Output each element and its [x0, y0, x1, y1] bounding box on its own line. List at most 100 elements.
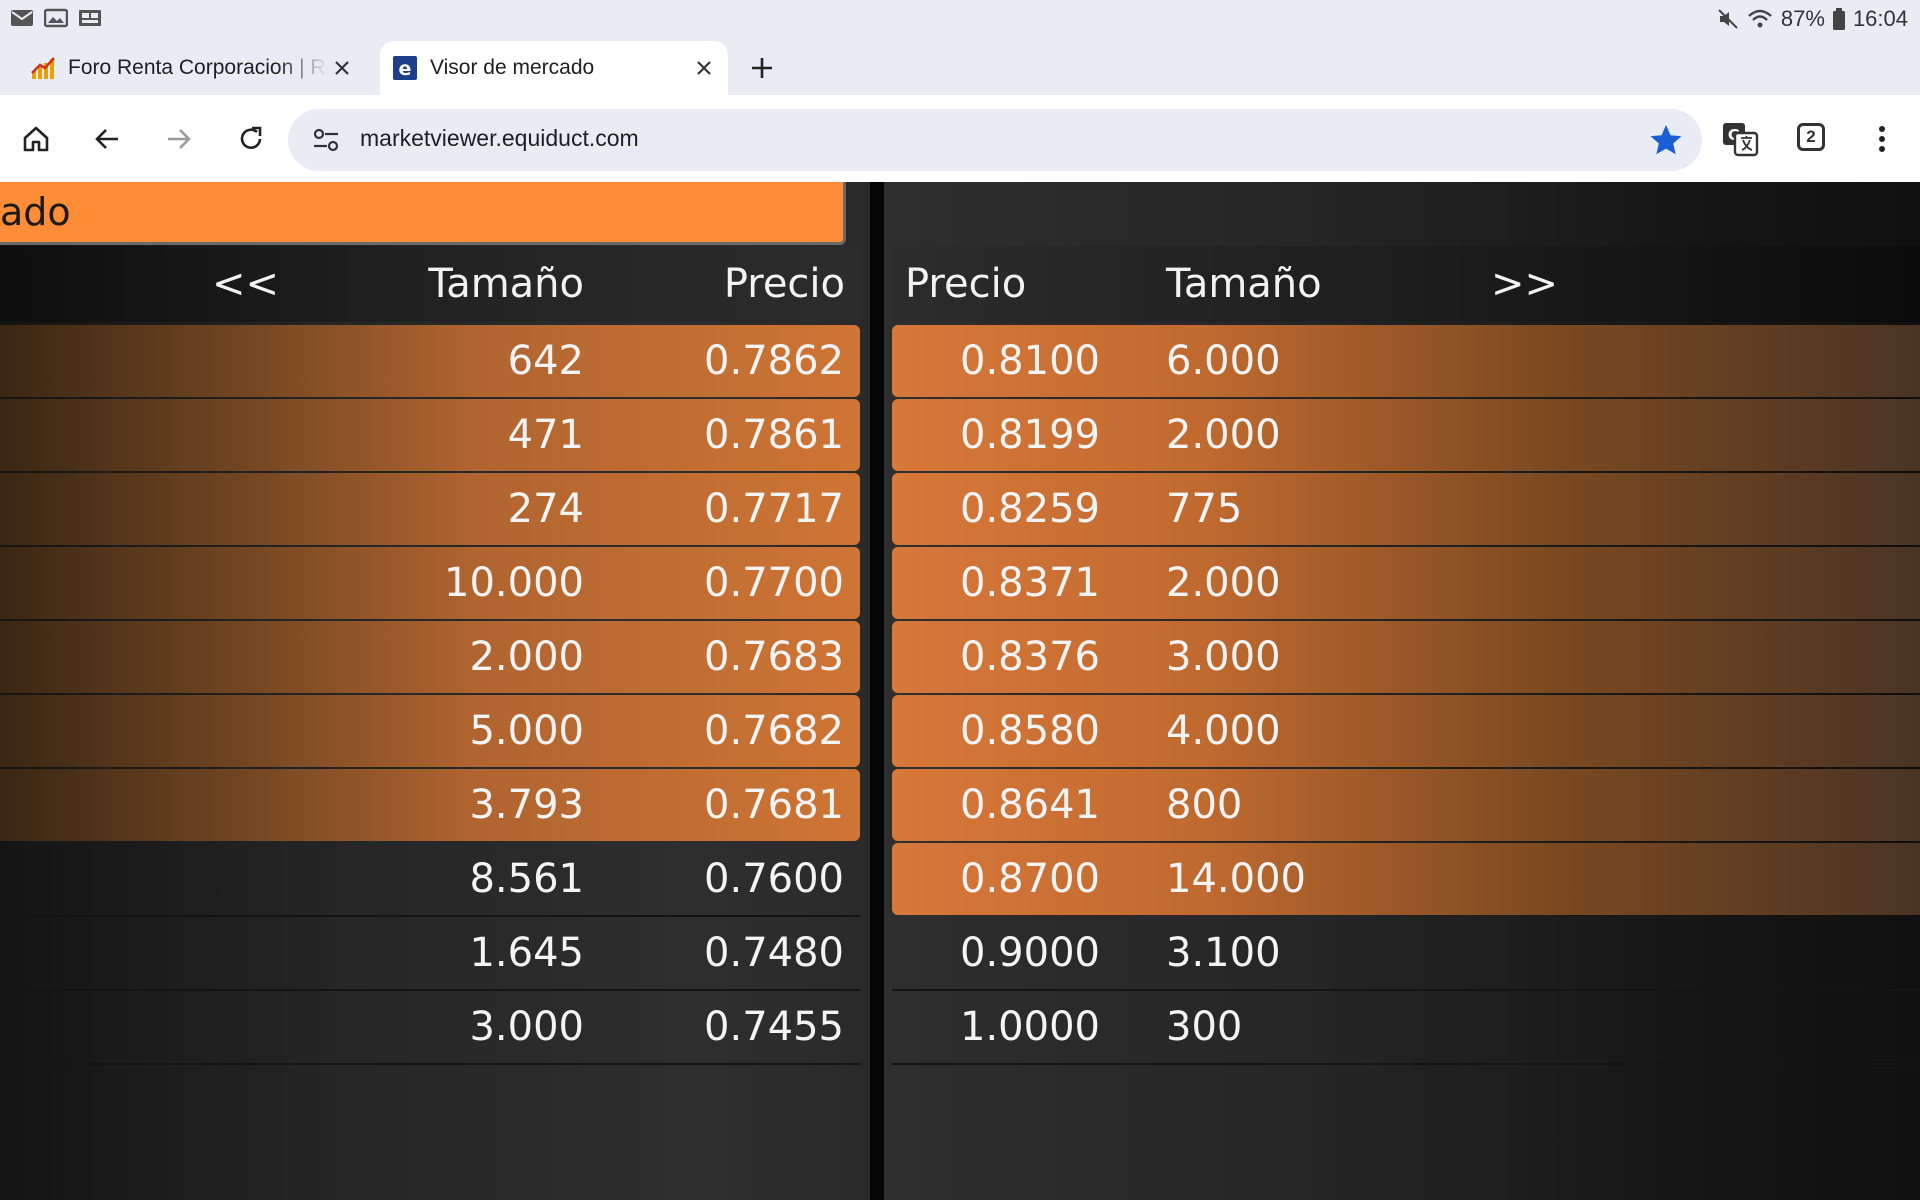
tab-visor-de-mercado[interactable]: e Visor de mercado	[380, 41, 728, 95]
ask-row[interactable]: 0.8700 14.000	[892, 843, 1920, 915]
chart-favicon-icon	[30, 55, 56, 81]
gallery-icon	[78, 8, 102, 28]
bid-size-header[interactable]: Tamaño	[428, 261, 584, 307]
ask-price: 0.8700	[960, 856, 1100, 902]
e-favicon-icon: e	[392, 55, 418, 81]
clock: 16:04	[1852, 6, 1908, 31]
bid-price: 0.7455	[704, 1004, 844, 1050]
translate-icon: G	[1723, 123, 1759, 157]
bid-price: 0.7683	[704, 634, 844, 680]
bid-row[interactable]: 274 0.7717	[0, 473, 860, 545]
ask-size: 800	[1166, 782, 1243, 828]
tab-title: Visor de mercado	[430, 56, 595, 79]
close-icon[interactable]	[690, 54, 718, 82]
mute-icon	[1717, 8, 1739, 30]
bid-price: 0.7700	[704, 560, 844, 606]
banner-text: ado	[0, 190, 71, 234]
bookmark-star-icon[interactable]	[1648, 122, 1684, 158]
ask-price: 0.8580	[960, 708, 1100, 754]
translate-button[interactable]: G	[1718, 117, 1762, 161]
bid-size: 3.793	[469, 782, 584, 828]
bid-row[interactable]: 471 0.7861	[0, 399, 860, 471]
bid-size: 10.000	[444, 560, 584, 606]
bid-row[interactable]: 3.000 0.7455	[0, 991, 860, 1063]
ask-price-header[interactable]: Precio	[905, 261, 1027, 307]
status-bar: 87% 16:04	[0, 0, 1920, 37]
bid-price: 0.7862	[704, 338, 844, 384]
bid-price: 0.7681	[704, 782, 844, 828]
tab-switcher-button[interactable]: 2	[1797, 123, 1825, 151]
ask-row[interactable]: 1.0000 300	[892, 991, 1920, 1063]
bid-price: 0.7682	[704, 708, 844, 754]
reload-button[interactable]	[229, 117, 273, 161]
bid-size: 2.000	[469, 634, 584, 680]
ask-price: 0.8371	[960, 560, 1100, 606]
bid-size: 471	[507, 412, 584, 458]
tab-title: Foro Renta Corporacion | Re	[68, 56, 328, 79]
bid-row[interactable]: 642 0.7862	[0, 325, 860, 397]
ask-size: 4.000	[1166, 708, 1281, 754]
ask-price: 0.8641	[960, 782, 1100, 828]
bid-row[interactable]: 8.561 0.7600	[0, 843, 860, 915]
bid-size: 3.000	[469, 1004, 584, 1050]
site-settings-icon[interactable]	[310, 124, 342, 156]
bid-price-header[interactable]: Precio	[723, 261, 845, 307]
battery-percent: 87%	[1780, 6, 1825, 31]
home-icon	[23, 126, 49, 152]
mail-icon	[10, 8, 34, 28]
ask-row[interactable]: 0.8376 3.000	[892, 621, 1920, 693]
ask-price: 0.9000	[960, 930, 1100, 976]
menu-button[interactable]	[1860, 117, 1904, 161]
bid-row[interactable]: 3.793 0.7681	[0, 769, 860, 841]
bid-header-bar	[0, 246, 862, 322]
new-tab-button[interactable]	[743, 49, 781, 87]
ask-row[interactable]: 0.8259 775	[892, 473, 1920, 545]
close-icon[interactable]	[328, 54, 356, 82]
tab-foro-renta[interactable]: Foro Renta Corporacion | Re	[30, 41, 366, 95]
bid-row[interactable]: 1.645 0.7480	[0, 917, 860, 989]
ask-price: 0.8376	[960, 634, 1100, 680]
ask-size-header[interactable]: Tamaño	[1166, 261, 1322, 307]
bid-row[interactable]: 10.000 0.7700	[0, 547, 860, 619]
address-bar[interactable]: marketviewer.equiduct.com	[288, 109, 1702, 171]
forward-button[interactable]	[157, 117, 201, 161]
ask-row[interactable]: 0.8199 2.000	[892, 399, 1920, 471]
tab-strip: Foro Renta Corporacion | Re e Visor de m…	[0, 37, 1920, 95]
bid-size: 8.561	[469, 856, 584, 902]
bid-size: 642	[507, 338, 584, 384]
ask-size: 2.000	[1166, 560, 1281, 606]
wifi-icon	[1747, 8, 1773, 30]
bid-price: 0.7717	[704, 486, 844, 532]
ask-header-bar	[892, 246, 1920, 322]
ask-price: 0.8199	[960, 412, 1100, 458]
row-separator	[0, 1063, 860, 1065]
ask-row[interactable]: 0.8100 6.000	[892, 325, 1920, 397]
url-text: marketviewer.equiduct.com	[360, 125, 639, 151]
ask-row[interactable]: 0.8641 800	[892, 769, 1920, 841]
kebab-menu-icon	[1879, 126, 1885, 152]
back-arrow-icon	[95, 129, 118, 149]
bid-row[interactable]: 5.000 0.7682	[0, 695, 860, 767]
ask-size: 2.000	[1166, 412, 1281, 458]
back-button[interactable]	[85, 117, 129, 161]
ask-row[interactable]: 0.8371 2.000	[892, 547, 1920, 619]
battery-icon	[1832, 8, 1845, 30]
ask-row[interactable]: 0.8580 4.000	[892, 695, 1920, 767]
ask-size: 6.000	[1166, 338, 1281, 384]
bid-price: 0.7480	[704, 930, 844, 976]
status-banner: ado	[0, 182, 846, 245]
bid-prev-button[interactable]: <<	[212, 261, 280, 307]
row-separator	[892, 989, 1920, 991]
ask-size: 14.000	[1166, 856, 1306, 902]
ask-size: 300	[1166, 1004, 1243, 1050]
bid-row[interactable]: 2.000 0.7683	[0, 621, 860, 693]
ask-next-button[interactable]: >>	[1491, 261, 1559, 307]
bid-size: 274	[507, 486, 584, 532]
ask-size: 775	[1166, 486, 1243, 532]
home-button[interactable]	[14, 117, 58, 161]
row-separator	[892, 1063, 1920, 1065]
ask-row[interactable]: 0.9000 3.100	[892, 917, 1920, 989]
bid-size: 1.645	[469, 930, 584, 976]
bid-price: 0.7861	[704, 412, 844, 458]
forward-arrow-icon	[168, 129, 191, 149]
